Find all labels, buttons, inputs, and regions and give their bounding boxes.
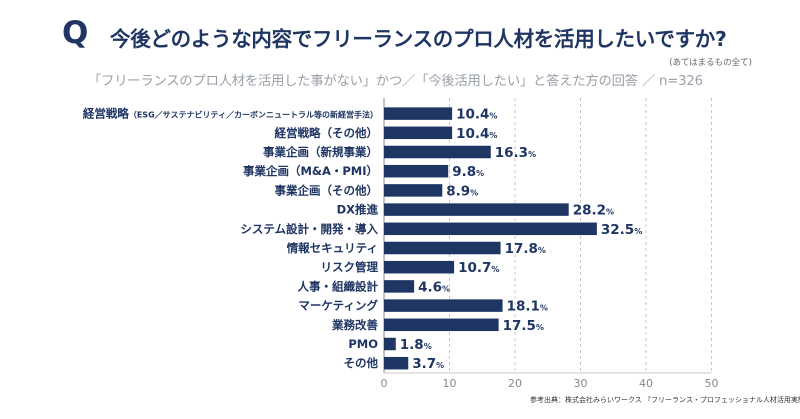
x-tick-label: 40	[639, 377, 653, 390]
value-label: 28.2%	[573, 203, 614, 219]
category-label: 経営戦略（その他）	[275, 126, 379, 140]
x-tick-label: 50	[705, 377, 719, 390]
bar	[384, 318, 499, 332]
value-label: 10.4%	[456, 126, 497, 142]
category-label: 事業企画（M&A・PMI）	[243, 164, 378, 178]
category-label: 事業企画（新規事業）	[263, 145, 378, 159]
x-tick-label: 10	[443, 377, 457, 390]
bar	[384, 184, 443, 197]
bar	[384, 356, 409, 370]
category-label: DX推進	[337, 203, 379, 217]
value-label: 10.4%	[456, 107, 497, 123]
q-mark: Q	[62, 15, 89, 51]
value-label: 4.6%	[418, 279, 450, 295]
bar	[384, 164, 449, 178]
category-label: 人事・組織設計	[298, 279, 379, 293]
category-label: PMO	[348, 337, 378, 351]
value-label: 18.1%	[507, 299, 548, 315]
x-tick-label: 20	[508, 377, 522, 390]
value-label: 17.8%	[505, 241, 546, 257]
category-label: 業務改善	[331, 318, 378, 332]
category-label: システム設計・開発・導入	[240, 222, 378, 236]
value-label: 16.3%	[495, 145, 536, 161]
source-note: 参考出典：株式会社みらいワークス 『フリーランス・プロフェッショナル人材活用実態…	[530, 396, 800, 404]
bar	[384, 260, 455, 274]
category-label: マーケティング	[298, 299, 378, 313]
bar	[384, 126, 453, 140]
bar	[384, 145, 491, 159]
bar	[384, 299, 503, 312]
value-label: 9.8%	[452, 164, 484, 180]
bar	[384, 280, 415, 293]
value-label: 8.9%	[446, 183, 478, 199]
bar	[384, 107, 453, 120]
category-label: リスク管理	[321, 260, 379, 274]
page-title: 今後どのような内容でフリーランスのプロ人材を活用したいですか?	[110, 27, 727, 51]
category-label: 情報セキュリティ	[286, 241, 378, 255]
category-label: 経営戦略（ESG／サステナビリティ／カーボンニュートラル等の新経営手法）	[83, 107, 378, 121]
value-label: 10.7%	[458, 260, 499, 276]
value-label: 17.5%	[503, 318, 544, 334]
x-tick-label: 0	[381, 377, 388, 390]
bar	[384, 203, 569, 216]
bar	[384, 337, 396, 351]
category-label: その他	[344, 356, 379, 370]
x-tick-label: 30	[574, 377, 588, 390]
value-label: 32.5%	[601, 222, 642, 238]
value-label: 3.7%	[412, 356, 444, 372]
bar	[384, 222, 597, 236]
chart-subtitle: 「フリーランスのプロ人材を活用した事がない」かつ／「今後活用したい」と答えた方の…	[88, 74, 703, 89]
question-note: (あてはまるもの全て)	[669, 58, 752, 68]
value-label: 1.8%	[400, 337, 432, 353]
bar	[384, 241, 501, 255]
category-label: 事業企画（その他）	[275, 183, 379, 197]
